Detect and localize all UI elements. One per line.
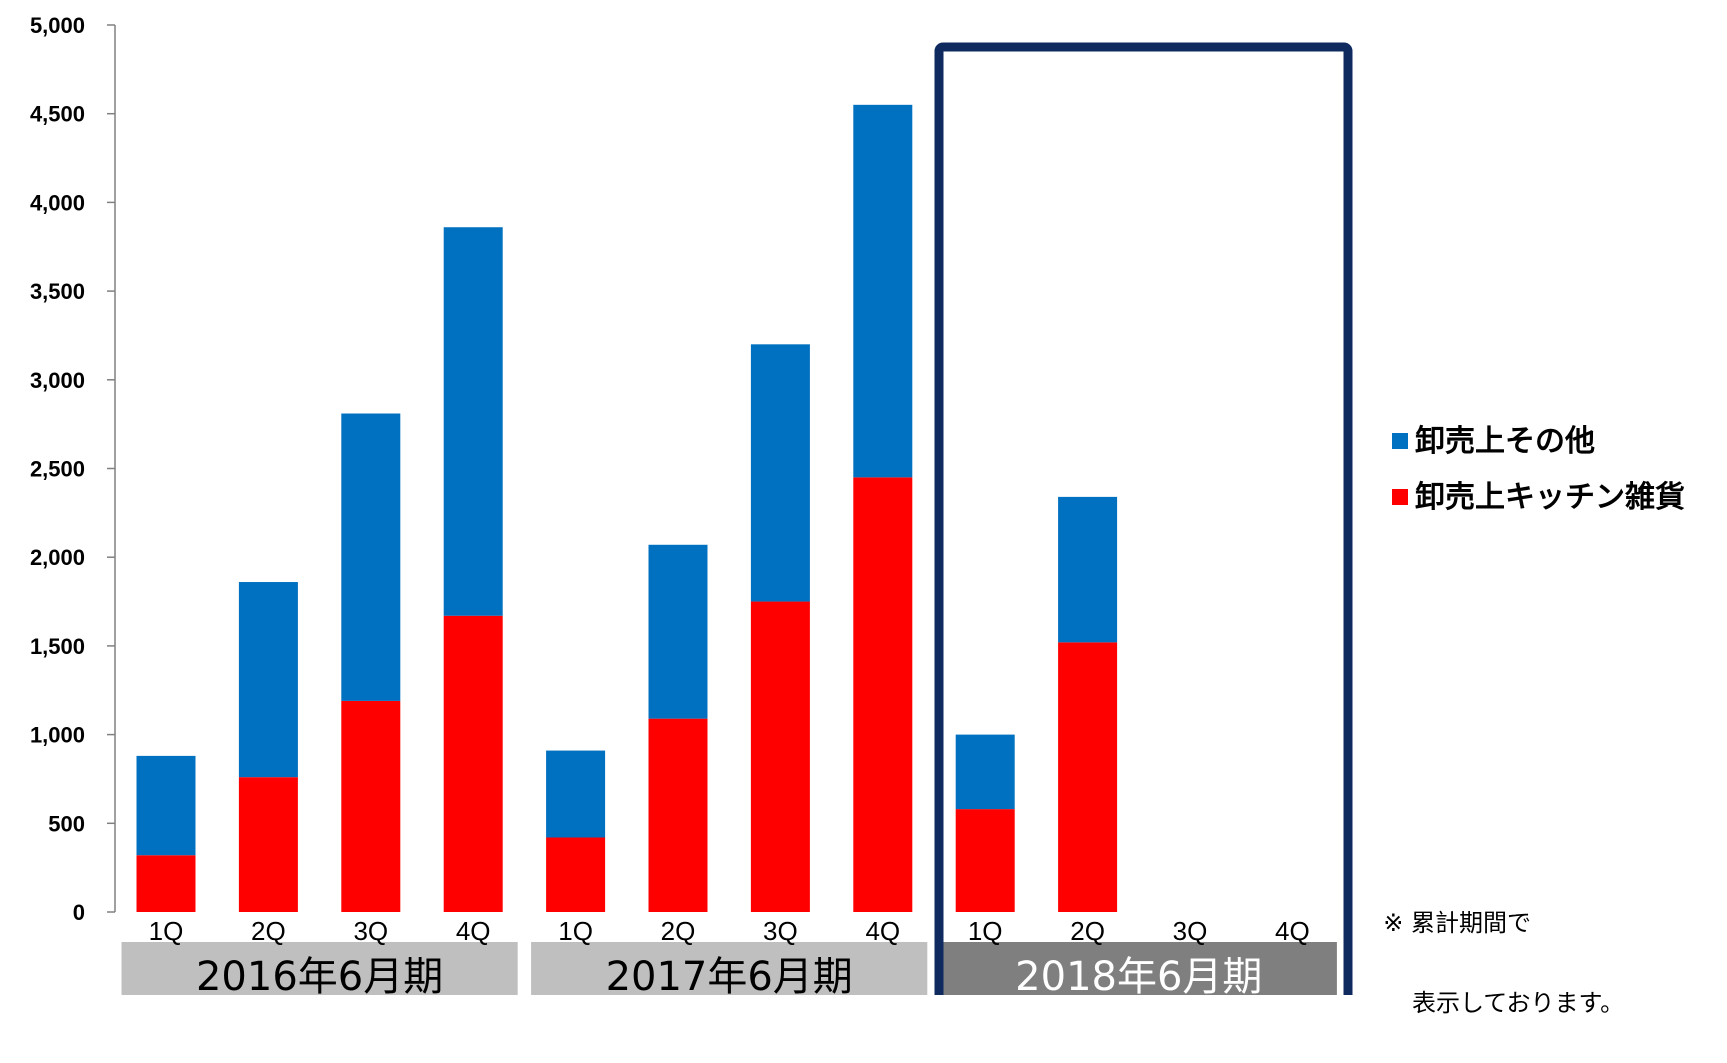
x-tick-label: 4Q [1275, 916, 1310, 946]
stacked-bar-chart: 2016年6月期 2017年6月期 2018年6月期 0 500 1,000 1,500 2… [30, 13, 1685, 995]
x-tick-label: 3Q [1173, 916, 1208, 946]
footnote-line-2: 表示しております。 [1412, 989, 1625, 1017]
footnote-line-1: ※ 累計期間で [1383, 909, 1532, 937]
bar-segment [443, 615, 503, 912]
bar-segment [955, 734, 1015, 810]
bar-segment [853, 477, 913, 912]
legend-label: 卸売上キッチン雑貨 [1415, 480, 1685, 515]
y-axis: 0 500 1,000 1,500 2,000 2,500 3,000 3,500 4,000 4… [30, 13, 116, 925]
legend-label: 卸売上その他 [1415, 424, 1595, 459]
bar-segment [136, 755, 196, 856]
y-tick-label: 3,000 [30, 368, 85, 393]
legend-swatch [1392, 433, 1408, 449]
y-tick-label: 2,500 [30, 457, 85, 482]
legend-swatch [1392, 489, 1408, 505]
x-tick-label: 4Q [865, 916, 900, 946]
y-tick-label: 2,000 [30, 545, 85, 570]
x-tick-label: 1Q [149, 916, 184, 946]
bar-segment [136, 855, 196, 912]
bar-segment [648, 544, 708, 719]
y-tick-label: 5,000 [30, 13, 85, 38]
bar-segment [750, 344, 810, 602]
x-tick-label: 2Q [251, 916, 286, 946]
period-label-box [531, 942, 928, 995]
bar-segment [853, 104, 913, 478]
period-label-box [121, 942, 518, 995]
x-tick-label: 4Q [456, 916, 491, 946]
y-tick-label: 4,500 [30, 102, 85, 127]
bar-segment [750, 601, 810, 912]
bar-segment [546, 750, 606, 838]
highlight-box [934, 42, 1353, 995]
period-label-box [940, 942, 1337, 995]
x-axis-ticks: 1Q 2Q 3Q 4Q 1Q 2Q 3Q 4Q 1Q 2Q 3Q 4Q [149, 916, 1310, 946]
x-tick-label: 2Q [1070, 916, 1105, 946]
period-label: 2018年6月期 [1015, 954, 1262, 995]
x-tick-label: 3Q [763, 916, 798, 946]
x-tick-label: 2Q [661, 916, 696, 946]
bar-segment [341, 413, 401, 701]
footnote: ※ 累計期間で 表示しております。 [1368, 863, 1624, 1063]
y-tick-label: 1,000 [30, 723, 85, 748]
x-tick-label: 1Q [558, 916, 593, 946]
y-tick-label: 1,500 [30, 634, 85, 659]
bar-segment [955, 809, 1015, 912]
bar-segment [238, 582, 298, 778]
y-tick-label: 0 [73, 900, 85, 925]
y-tick-label: 500 [48, 811, 85, 836]
period-labels: 2016年6月期 2017年6月期 2018年6月期 [121, 942, 1337, 995]
period-label: 2017年6月期 [606, 954, 853, 995]
x-tick-label: 1Q [968, 916, 1003, 946]
bar-segment [1058, 642, 1118, 912]
y-tick-label: 4,000 [30, 190, 85, 215]
y-tick-label: 3,500 [30, 279, 85, 304]
bar-segment [238, 777, 298, 912]
bar-segment [546, 837, 606, 912]
bars [136, 104, 1118, 912]
bar-segment [341, 700, 401, 912]
x-tick-label: 3Q [353, 916, 388, 946]
bar-segment [1058, 496, 1118, 643]
period-label: 2016年6月期 [196, 954, 443, 995]
bar-segment [648, 718, 708, 912]
bar-segment [443, 227, 503, 616]
